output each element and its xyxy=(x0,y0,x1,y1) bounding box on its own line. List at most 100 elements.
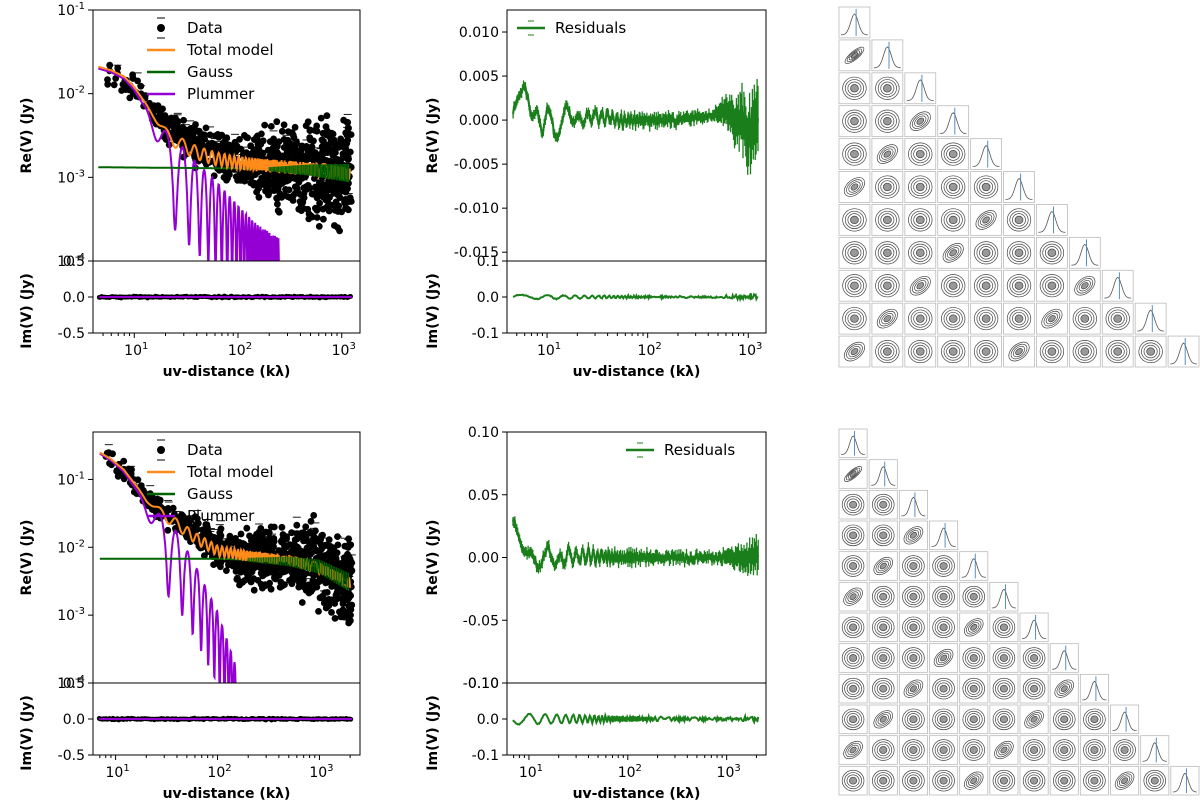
top-corner-contour xyxy=(973,241,999,265)
top-corner-contour xyxy=(879,310,896,327)
top-corner-contour xyxy=(875,175,900,199)
bottom-corner-contour xyxy=(932,739,955,761)
top-corner-hist xyxy=(1038,210,1066,233)
bottom-corner-contour xyxy=(932,555,955,577)
bottom-model-plummer-curve xyxy=(99,452,237,683)
bottom-corner-contour xyxy=(879,746,888,754)
top-corner-cell xyxy=(838,39,871,72)
top-corner-contour xyxy=(910,243,930,262)
bottom-corner-contour xyxy=(871,647,895,669)
bottom-corner-cell xyxy=(929,612,959,643)
bottom-corner-contour xyxy=(999,654,1008,662)
bottom-corner-cell xyxy=(1110,704,1140,735)
bottom-corner-contour xyxy=(875,558,891,574)
top-corner-contour xyxy=(1047,281,1057,290)
top-corner-contour xyxy=(883,117,892,126)
top-corner-contour xyxy=(844,210,865,229)
bottom-corner-cell xyxy=(959,673,989,704)
bottom-corner-contour xyxy=(841,677,865,700)
top-corner-contour xyxy=(881,148,894,160)
bottom-residuals-xtick-label: 103 xyxy=(717,763,741,781)
bottom-corner-contour xyxy=(1057,774,1071,787)
bottom-corner-contour xyxy=(997,682,1011,695)
top-corner-contour xyxy=(908,142,933,166)
bottom-corner-contour xyxy=(1030,654,1039,662)
top-corner-contour xyxy=(1012,246,1026,260)
bottom-corner-contour xyxy=(1027,743,1041,757)
bottom-corner-contour xyxy=(902,769,925,792)
top-residuals-im-ytick-label: -0.1 xyxy=(472,326,499,342)
bottom-corner-cell xyxy=(1049,704,1079,735)
top-corner-cell-frame xyxy=(871,171,904,203)
bottom-corner-cell xyxy=(838,704,868,735)
bottom-corner-contour xyxy=(844,557,862,575)
bottom-corner-cell xyxy=(1019,735,1049,765)
bottom-corner-cell xyxy=(868,765,898,796)
bottom-corner-contour xyxy=(1055,710,1074,728)
top-model-im-ytick-label: 0.0 xyxy=(63,290,85,306)
bottom-corner-cell xyxy=(898,520,928,551)
bottom-corner-contour xyxy=(962,677,985,700)
top-corner-cell xyxy=(1003,335,1035,368)
top-corner-contour xyxy=(1081,282,1089,290)
top-corner-cell xyxy=(904,236,937,269)
top-residuals-im-plot-area xyxy=(512,292,759,303)
bottom-corner-contour xyxy=(906,713,920,726)
top-corner-contour xyxy=(910,177,930,197)
top-corner-contour xyxy=(980,214,993,226)
top-corner-cell xyxy=(970,269,1002,302)
top-corner-contour xyxy=(879,146,896,162)
bottom-corner-contour xyxy=(962,647,985,669)
top-corner-contour xyxy=(1108,342,1128,361)
top-corner-contour xyxy=(913,180,928,194)
bottom-corner-contour xyxy=(902,739,925,761)
bottom-corner-contour xyxy=(879,500,888,509)
top-corner-contour xyxy=(877,342,897,361)
top-corner-contour xyxy=(973,274,999,298)
top-corner-contour xyxy=(946,311,961,326)
top-corner-cell-frame xyxy=(1134,302,1167,335)
top-corner-contour xyxy=(943,145,963,164)
bottom-corner-contour xyxy=(904,588,923,606)
bottom-corner-contour xyxy=(846,682,860,695)
bottom-corner-cell xyxy=(1019,643,1049,673)
top-corner-contour xyxy=(850,248,859,257)
top-corner-cell-frame xyxy=(937,105,970,138)
bottom-corner-contour xyxy=(1058,683,1070,694)
top-corner-cell-frame xyxy=(904,105,937,138)
bottom-corner-cell xyxy=(959,581,989,612)
bottom-corner-cell xyxy=(1140,765,1170,796)
top-corner-cell xyxy=(838,138,871,170)
bottom-corner-cell xyxy=(959,612,989,643)
top-corner-contour xyxy=(942,243,964,263)
bottom-corner-contour xyxy=(999,684,1008,693)
bottom-corner-contour xyxy=(845,589,861,604)
bottom-corner-cell-frame xyxy=(989,673,1019,704)
bottom-corner-hist xyxy=(991,588,1017,609)
bottom-corner-hist xyxy=(1112,711,1137,731)
bottom-corner-cell xyxy=(898,765,928,796)
bottom-corner-contour xyxy=(909,746,918,754)
bottom-corner-contour xyxy=(876,498,890,511)
bottom-corner-hist xyxy=(1052,650,1077,670)
top-corner-cell xyxy=(1003,204,1035,236)
bottom-corner-contour xyxy=(841,493,865,516)
top-corner-cell xyxy=(1003,302,1035,335)
bottom-corner-contour xyxy=(962,585,985,608)
top-corner-contour xyxy=(844,79,865,98)
top-model-ytick-label: 10-4 xyxy=(57,252,85,270)
bottom-corner-cell xyxy=(929,520,959,551)
bottom-corner-contour xyxy=(937,682,951,695)
top-corner-contour xyxy=(908,307,933,331)
top-corner-cell xyxy=(838,171,871,203)
top-corner-contour xyxy=(1008,341,1030,362)
top-corner-contour xyxy=(1141,342,1161,361)
bottom-corner-cell xyxy=(929,551,959,581)
bottom-corner-contour xyxy=(876,590,890,603)
bottom-corner-contour xyxy=(843,740,863,760)
bottom-corner-contour xyxy=(904,741,923,759)
bottom-corner-contour xyxy=(932,708,955,731)
top-residuals-legend-label-residuals: Residuals xyxy=(555,19,626,37)
top-corner-contour xyxy=(1078,280,1091,292)
top-corner-contour xyxy=(946,147,961,161)
